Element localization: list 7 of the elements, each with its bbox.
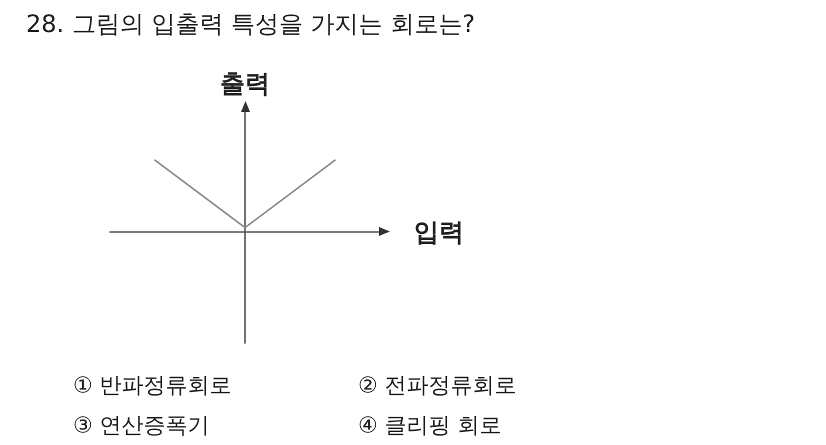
text: ③ 연산증폭기 [73,414,210,438]
text: ② 전파정류회로 [358,374,517,398]
y-axis-title: 출력 [220,69,270,98]
text: ① 반파정류회로 [73,374,232,398]
text: ④ 클리핑 회로 [358,414,502,438]
x-axis-title: 입력 [414,217,464,246]
chart-title: 28. 그림의 입출력 특성을 가지는 회로는? [26,10,476,38]
